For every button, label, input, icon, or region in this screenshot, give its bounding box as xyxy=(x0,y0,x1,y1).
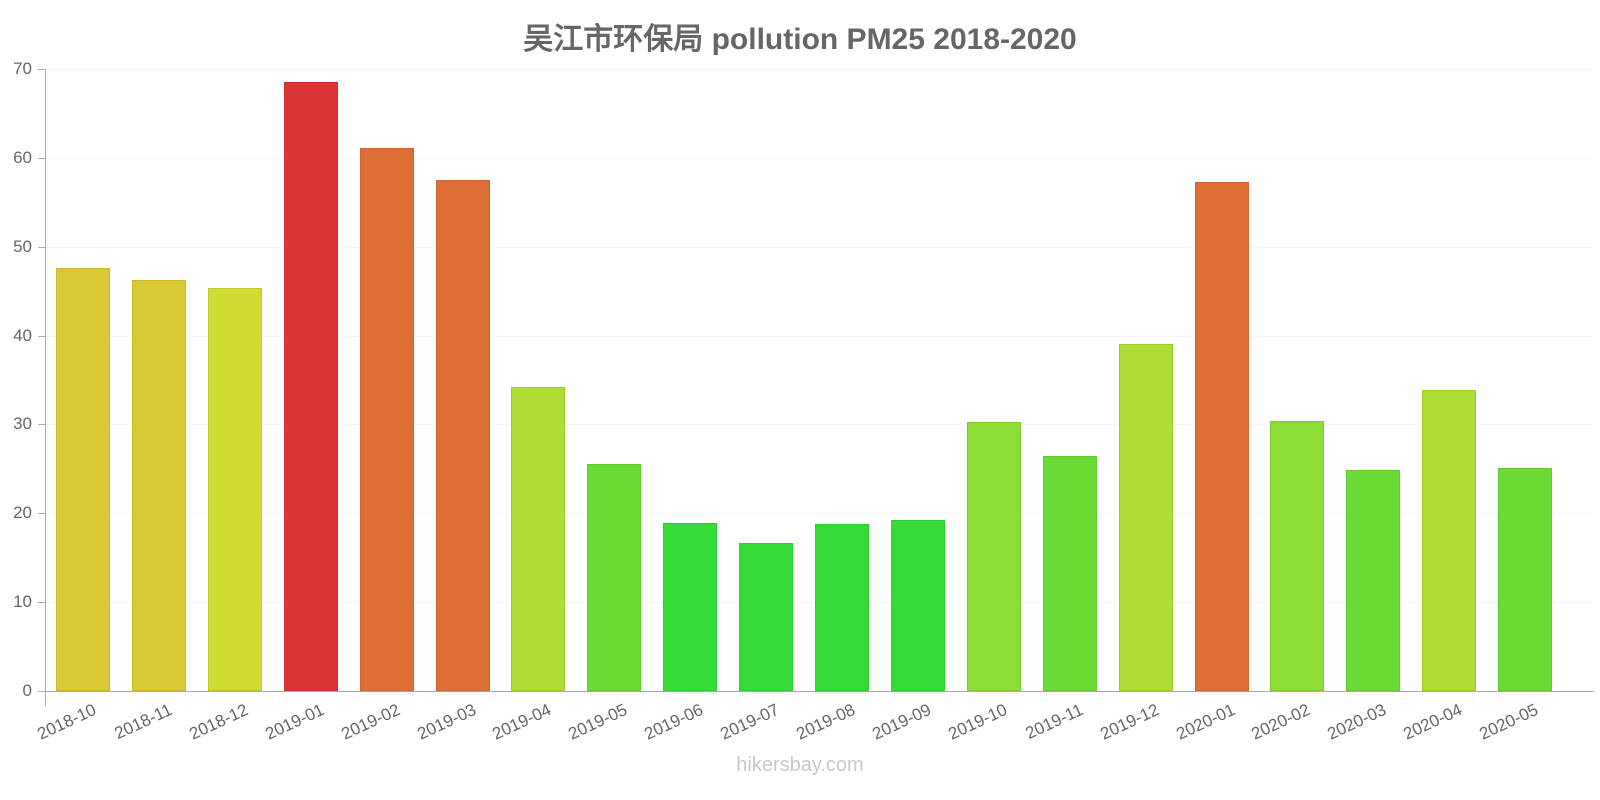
x-tick-label: 2018-10 xyxy=(34,700,100,744)
bar-2019-06[interactable] xyxy=(663,523,718,691)
y-tick-label: 70 xyxy=(13,59,32,78)
bar-2018-11[interactable] xyxy=(131,279,186,691)
x-tick-label: 2019-08 xyxy=(793,700,859,744)
x-tick-label: 2020-01 xyxy=(1172,700,1238,744)
plot-area xyxy=(46,69,1594,691)
x-tick-label: 2019-06 xyxy=(641,700,707,744)
x-axis-line xyxy=(38,691,1594,692)
gridline xyxy=(46,335,1594,337)
y-tick-label: 10 xyxy=(13,592,32,612)
bar-2019-07[interactable] xyxy=(739,542,794,691)
x-tick-label: 2019-01 xyxy=(262,700,327,744)
y-tick-label: 40 xyxy=(13,325,32,345)
x-tick-label: 2019-04 xyxy=(489,700,555,744)
x-tick-label: 2019-03 xyxy=(413,700,479,744)
y-tick-mark xyxy=(38,69,46,70)
bar-2019-01[interactable] xyxy=(283,82,338,691)
bar-2020-05[interactable] xyxy=(1498,467,1553,691)
chart-title: 吴江市环保局 pollution PM25 2018-2020 xyxy=(523,23,1077,56)
bar-2020-03[interactable] xyxy=(1346,469,1401,691)
y-tick-mark xyxy=(38,513,46,515)
x-tick-label: 2019-02 xyxy=(338,700,403,744)
y-tick-label: 60 xyxy=(13,147,32,167)
bar-2020-01[interactable] xyxy=(1194,181,1249,691)
x-tick-label: 2019-12 xyxy=(1097,700,1162,744)
bar-2019-09[interactable] xyxy=(890,520,945,691)
gridline xyxy=(46,157,1594,159)
y-tick-mark xyxy=(38,602,46,604)
x-tick-label: 2019-07 xyxy=(717,700,783,744)
y-axis-line xyxy=(45,69,46,706)
bar-2019-04[interactable] xyxy=(511,387,566,691)
x-tick-label: 2019-10 xyxy=(945,700,1010,744)
y-tick-label: 0 xyxy=(22,681,32,700)
bar-2019-05[interactable] xyxy=(587,464,642,691)
watermark: hikersbay.com xyxy=(736,754,864,776)
y-tick-label: 50 xyxy=(13,236,32,256)
y-tick-mark xyxy=(38,157,46,159)
bar-2018-10[interactable] xyxy=(56,268,110,691)
y-tick-mark xyxy=(38,246,46,248)
bar-2019-10[interactable] xyxy=(966,421,1021,691)
y-tick-mark xyxy=(38,335,46,337)
bar-2020-02[interactable] xyxy=(1270,420,1325,691)
y-tick-mark xyxy=(38,424,46,426)
x-tick-label: 2020-03 xyxy=(1324,700,1390,744)
bar-2020-04[interactable] xyxy=(1422,389,1477,691)
bar-2019-08[interactable] xyxy=(815,523,869,691)
x-tick-label: 2019-11 xyxy=(1022,700,1086,744)
gridline xyxy=(46,69,1594,70)
x-tick-label: 2020-05 xyxy=(1476,700,1542,744)
gridline xyxy=(46,246,1594,248)
gridline xyxy=(46,424,1594,426)
x-tick-label: 2020-02 xyxy=(1248,700,1314,744)
x-tick-label: 2020-04 xyxy=(1400,700,1466,744)
bar-2018-12[interactable] xyxy=(207,287,262,691)
bar-2019-12[interactable] xyxy=(1118,344,1173,691)
y-tick-label: 30 xyxy=(13,414,32,434)
bar-2019-03[interactable] xyxy=(435,180,490,691)
gridline xyxy=(46,513,1594,515)
x-tick-label: 2018-11 xyxy=(111,700,175,744)
x-tick-label: 2018-12 xyxy=(186,700,251,744)
bar-2019-02[interactable] xyxy=(359,148,414,691)
x-tick-label: 2019-09 xyxy=(869,700,934,744)
bar-2019-11[interactable] xyxy=(1042,456,1097,691)
x-tick-label: 2019-05 xyxy=(565,700,631,744)
y-tick-label: 20 xyxy=(13,503,32,523)
